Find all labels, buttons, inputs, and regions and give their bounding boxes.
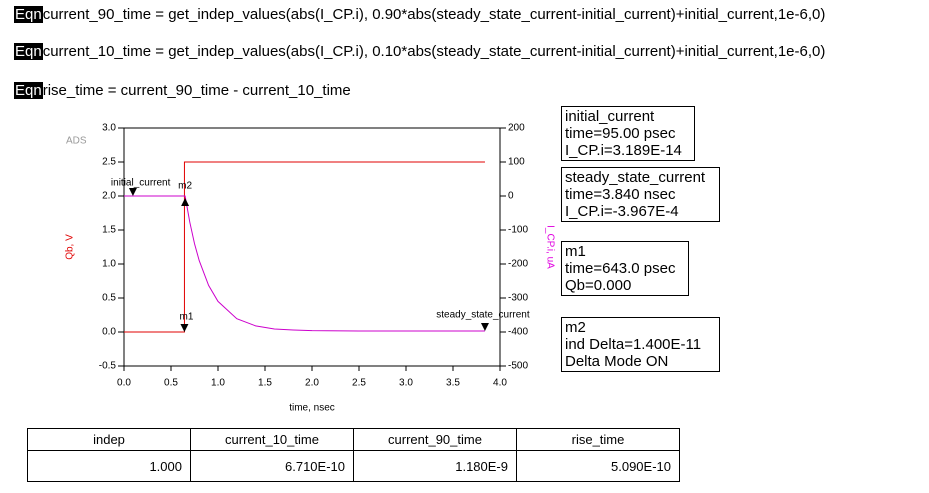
cell: 1.000 bbox=[27, 450, 191, 482]
header-cell: current_90_time bbox=[353, 428, 517, 451]
x-tick-label: 2.0 bbox=[305, 378, 319, 389]
header-row: indep current_10_time current_90_time rise_… bbox=[27, 428, 680, 451]
readout-line: steady_state_current bbox=[565, 169, 706, 186]
readout-line: time=643.0 psec bbox=[565, 260, 676, 277]
marker-label: initial_current bbox=[111, 178, 171, 189]
marker-label: m1 bbox=[179, 312, 193, 323]
readout-line: Delta Mode ON bbox=[565, 353, 669, 370]
y-tick-label: 0.0 bbox=[102, 327, 116, 338]
x-tick-label: 2.5 bbox=[352, 378, 366, 389]
y-tick-label: 2.5 bbox=[102, 157, 116, 168]
x-tick-label: 1.5 bbox=[258, 378, 272, 389]
readout-line: m2 bbox=[565, 319, 586, 336]
x-tick-label: 3.5 bbox=[446, 378, 460, 389]
y2-tick-label: 200 bbox=[508, 123, 525, 134]
marker bbox=[181, 198, 190, 206]
y2-tick-label: 100 bbox=[508, 157, 525, 168]
header-cell: current_10_time bbox=[190, 428, 354, 451]
readout-line: I_CP.i=3.189E-14 bbox=[565, 142, 682, 159]
y-tick-label: 2.0 bbox=[102, 191, 116, 202]
marker bbox=[480, 322, 489, 331]
marker bbox=[180, 324, 189, 332]
cell: 5.090E-10 bbox=[516, 450, 680, 482]
chart: ADS-0.50.00.51.01.52.02.53.0-500-400-300… bbox=[65, 123, 556, 414]
marker bbox=[128, 188, 137, 196]
y-tick-label: 0.5 bbox=[102, 293, 116, 304]
readout-line: ind Delta=1.400E-11 bbox=[565, 336, 702, 353]
y2-tick-label: 0 bbox=[508, 191, 514, 202]
y-tick-label: 1.0 bbox=[102, 259, 116, 270]
x-tick-label: 0.5 bbox=[164, 378, 178, 389]
y2-tick-label: -400 bbox=[508, 327, 528, 338]
marker-label: m2 bbox=[178, 181, 192, 192]
eqn-tag: Eqn bbox=[14, 6, 43, 23]
header-cell: indep bbox=[27, 428, 191, 451]
results-table: indep current_10_time current_90_time rise_… bbox=[27, 428, 680, 482]
x-axis-label: time, nsec bbox=[289, 403, 335, 414]
y-tick-label: -0.5 bbox=[99, 361, 117, 372]
data-row: 1.000 6.710E-10 1.180E-9 5.090E-10 bbox=[27, 450, 680, 482]
header-cell: rise_time bbox=[516, 428, 680, 451]
cell: 6.710E-10 bbox=[190, 450, 354, 482]
eqn-tag: Eqn bbox=[14, 82, 43, 99]
eqn-text: current_90_time = get_indep_values(abs(I… bbox=[42, 6, 826, 23]
watermark: ADS bbox=[66, 136, 87, 147]
equation: Eqncurrent_10_time = get_indep_values(ab… bbox=[14, 42, 825, 62]
y2-tick-label: -200 bbox=[508, 259, 528, 270]
readout-line: time=95.00 psec bbox=[565, 125, 676, 142]
x-tick-label: 4.0 bbox=[493, 378, 507, 389]
equation: Eqncurrent_90_time = get_indep_values(ab… bbox=[14, 5, 825, 25]
eqn-text: current_10_time = get_indep_values(abs(I… bbox=[42, 43, 826, 60]
equation: Eqnrise_time = current_90_time - current… bbox=[14, 81, 351, 101]
readout-line: Qb=0.000 bbox=[565, 277, 632, 294]
readout-line: m1 bbox=[565, 243, 586, 260]
marker-readout: initial_current time=95.00 psec I_CP.i=3.1… bbox=[561, 106, 695, 161]
readout-line: initial_current bbox=[565, 108, 655, 125]
y-axis-label: Qb, V bbox=[65, 234, 76, 260]
y-tick-label: 3.0 bbox=[102, 123, 116, 134]
marker-readout: steady_state_current time=3.840 nsec I_CP.… bbox=[561, 167, 720, 222]
marker-label: steady_state_current bbox=[436, 310, 530, 321]
y2-tick-label: -500 bbox=[508, 361, 528, 372]
series-line bbox=[124, 195, 485, 332]
x-tick-label: 1.0 bbox=[211, 378, 225, 389]
eqn-tag: Eqn bbox=[14, 43, 43, 60]
y2-tick-label: -300 bbox=[508, 293, 528, 304]
y2-axis-label: I_CP.i, uA bbox=[544, 225, 555, 269]
y2-tick-label: -100 bbox=[508, 225, 528, 236]
x-tick-label: 0.0 bbox=[117, 378, 131, 389]
x-tick-label: 3.0 bbox=[399, 378, 413, 389]
y-tick-label: 1.5 bbox=[102, 225, 116, 236]
cell: 1.180E-9 bbox=[353, 450, 517, 482]
eqn-text: rise_time = current_90_time - current_10… bbox=[42, 82, 351, 99]
series-line bbox=[124, 161, 485, 333]
readout-line: I_CP.i=-3.967E-4 bbox=[565, 203, 679, 220]
marker-readout: m2 ind Delta=1.400E-11 Delta Mode ON bbox=[561, 317, 720, 372]
readout-line: time=3.840 nsec bbox=[565, 186, 676, 203]
marker-readout: m1 time=643.0 psec Qb=0.000 bbox=[561, 241, 689, 296]
